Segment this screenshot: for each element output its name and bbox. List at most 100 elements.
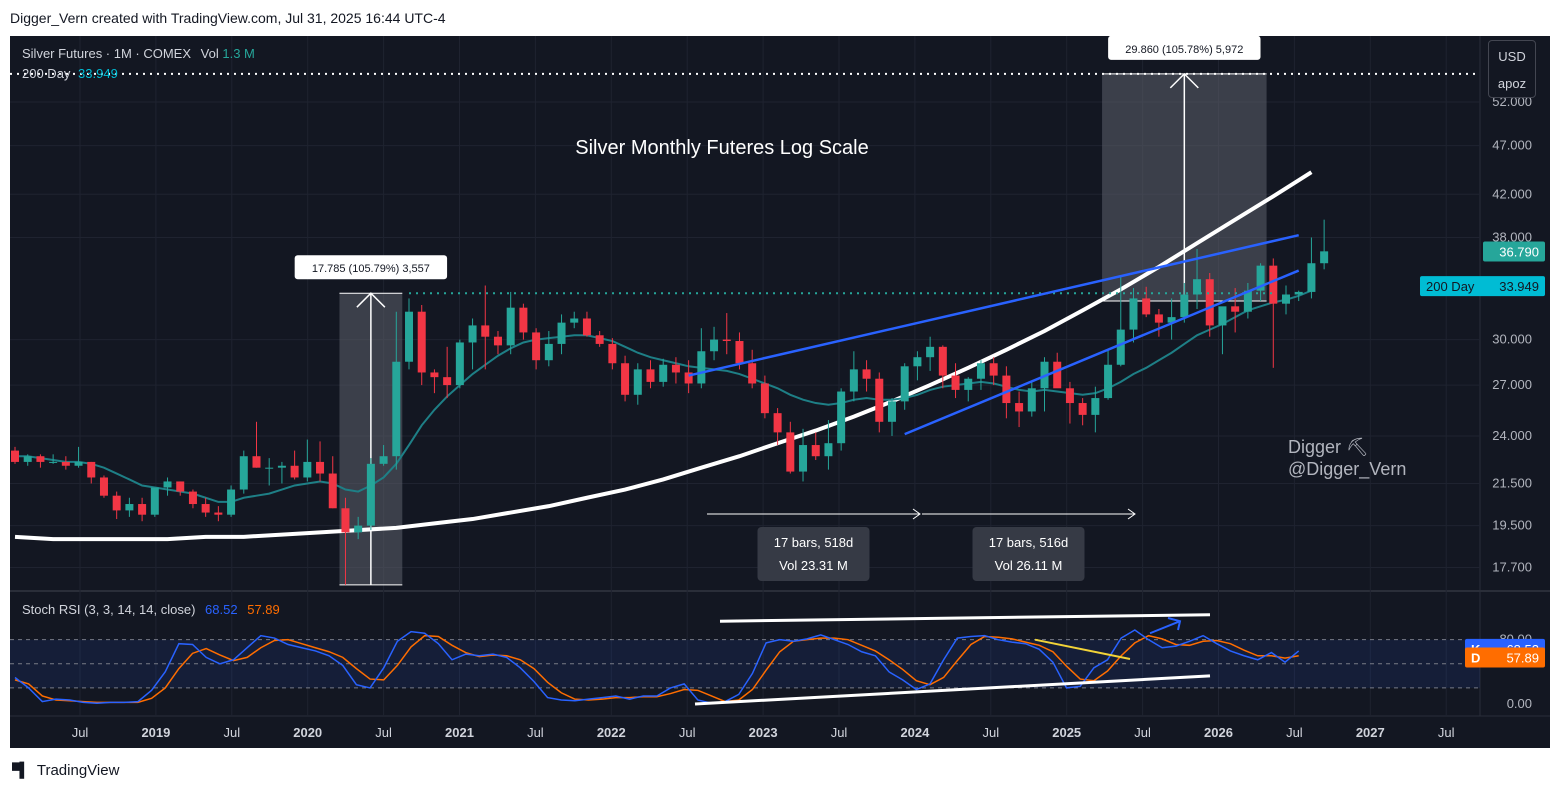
candle-body [227, 489, 236, 515]
candle-body [125, 504, 134, 511]
ma-price-badge-bg [1420, 276, 1545, 297]
candle-body [1129, 298, 1138, 330]
candle-body [1243, 290, 1252, 312]
time-tick-label: 2021 [445, 725, 474, 740]
price-tick-label: 47.000 [1492, 138, 1532, 153]
bars-box-2-arrow-head [1127, 508, 1136, 520]
stoch-k-value: 68.52 [205, 602, 238, 617]
ma-legend-value: 33.949 [78, 66, 118, 81]
candle-body [138, 504, 147, 515]
chart-svg[interactable]: 17.785 (105.79%) 3,557 29.860 (105.78%) 5… [10, 36, 1550, 748]
candle-body [976, 363, 985, 379]
ma-legend-row: 200 Day 33.949 [22, 66, 118, 81]
time-tick-label: Jul [527, 725, 544, 740]
candle-body [595, 335, 604, 344]
candle-body [697, 351, 706, 384]
stoch-d-badge-letter: D [1471, 650, 1480, 665]
candle-body [468, 325, 477, 343]
stoch-legend-label[interactable]: Stoch RSI (3, 3, 14, 14, close) [22, 602, 196, 617]
vol-value: 1.3 M [222, 46, 255, 61]
price-tick-label: 19.500 [1492, 518, 1532, 533]
credit-bar: Digger_Vern created with TradingView.com… [0, 0, 1563, 36]
time-tick-label: Jul [72, 725, 89, 740]
stoch-band [10, 639, 1480, 689]
stoch-d-badge-value: 57.89 [1506, 650, 1539, 665]
candle-body [1205, 279, 1214, 326]
vol-label: Vol [200, 46, 219, 61]
candle-body [1002, 375, 1011, 404]
time-tick-label: Jul [375, 725, 392, 740]
upper-trend-line [688, 233, 1299, 377]
candle-body [849, 369, 858, 392]
candle-body [1218, 306, 1227, 326]
candle-body [392, 361, 401, 457]
candle-body [1104, 364, 1113, 399]
candle-body [710, 339, 719, 352]
time-tick-label: Jul [679, 725, 696, 740]
stoch-rsi-lines [14, 613, 1300, 706]
credit-text: Digger_Vern created with TradingView.com… [10, 10, 446, 26]
candle-body [49, 461, 58, 463]
chart-panel[interactable]: 17.785 (105.79%) 3,557 29.860 (105.78%) 5… [10, 36, 1550, 748]
candle-body [989, 363, 998, 376]
time-tick-label: Jul [982, 725, 999, 740]
candle-body [544, 343, 553, 361]
candle-body [188, 491, 197, 505]
candle-body [87, 461, 96, 478]
candle-body [926, 346, 935, 358]
stoch-arrow [1149, 617, 1182, 635]
watermark-line-2: @Digger_Vern [1288, 459, 1407, 479]
last-price-badge-bg [1483, 241, 1545, 262]
watermark-line-1: Digger ⛏ [1288, 437, 1369, 457]
candle-body [1015, 403, 1024, 412]
candle-body [405, 311, 414, 362]
candle-body [366, 463, 375, 526]
candle-body [621, 363, 630, 395]
ema-line [15, 289, 1312, 503]
candle-body [354, 525, 363, 533]
price-tick-label: 17.700 [1492, 559, 1532, 574]
brand-label: TradingView [36, 762, 120, 779]
candle-body [1294, 291, 1303, 295]
candle-body [201, 504, 210, 513]
price-tick-label: 30.000 [1492, 332, 1532, 347]
measure-2-label: 29.860 (105.78%) 5,972 [1125, 44, 1243, 56]
candle-body [519, 307, 528, 333]
candle-body [303, 461, 312, 478]
candle-body [290, 465, 299, 478]
time-tick-label: 2027 [1356, 725, 1385, 740]
currency-box[interactable]: USD apoz [1488, 40, 1536, 98]
last-price-badge: 36.790 [1499, 244, 1539, 259]
footer-brand[interactable]: ▀▍ TradingView [12, 762, 119, 779]
candle-body [1053, 361, 1062, 389]
candle-body [1320, 251, 1329, 264]
candle-body [112, 495, 121, 511]
candle-body [773, 413, 782, 433]
ema-curve [15, 289, 1312, 503]
symbol-label[interactable]: Silver Futures · 1M · COMEX [22, 46, 192, 61]
candle-body [582, 318, 591, 336]
candle-body [328, 473, 337, 509]
candle-body [265, 467, 274, 469]
time-tick-label: 2023 [749, 725, 778, 740]
annotations: Silver Monthly Futeres Log Scale 17 bars,… [575, 137, 1136, 581]
ma-legend-label[interactable]: 200 Day [22, 66, 71, 81]
candle-body [570, 318, 579, 323]
price-tick-label: 27.000 [1492, 377, 1532, 392]
candle-body [430, 372, 439, 378]
stoch-k-line [14, 629, 1300, 704]
candle-body [722, 339, 731, 342]
tradingview-logo-icon: ▀▍ [12, 762, 31, 778]
candle-body [684, 372, 693, 384]
candle-body [760, 383, 769, 414]
currency-label: USD [1498, 49, 1526, 64]
lower-trend-line [904, 269, 1300, 436]
candle-body [455, 342, 464, 386]
candle-body [938, 346, 947, 376]
bars-box-2-line-2: Vol 26.11 M [995, 558, 1063, 573]
price-tick-label: 24.000 [1492, 428, 1532, 443]
price-tick-label: 38.000 [1492, 229, 1532, 244]
candle-body [811, 445, 820, 457]
time-tick-label: 2026 [1204, 725, 1233, 740]
candle-body [837, 391, 846, 444]
